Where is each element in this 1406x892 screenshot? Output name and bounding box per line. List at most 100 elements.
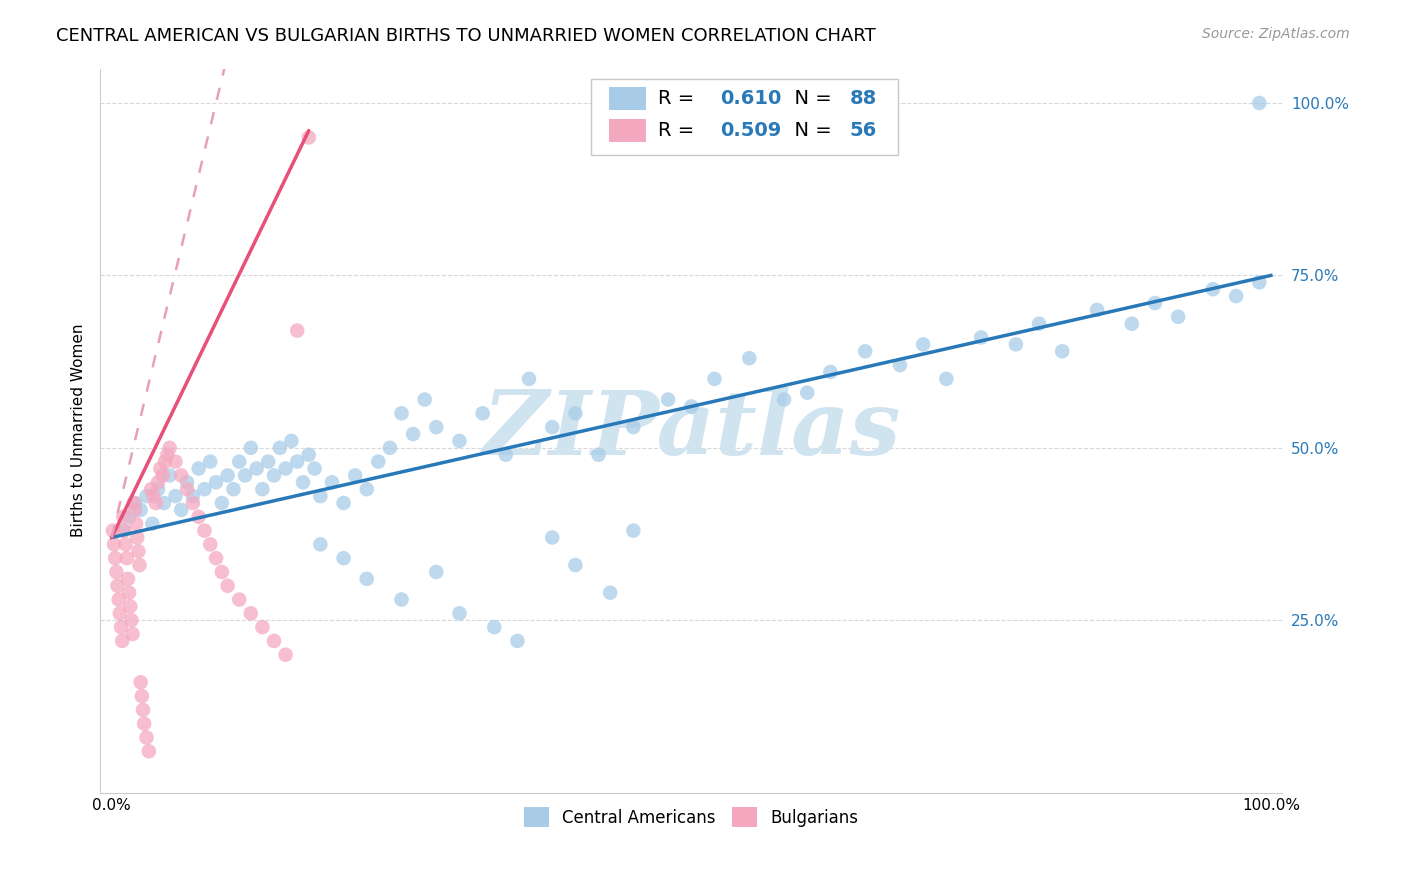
Point: [124, 503, 146, 517]
Point: [110, 620, 132, 634]
Point: [621, 524, 644, 538]
Point: [146, 482, 169, 496]
Point: [127, 544, 149, 558]
Text: CENTRAL AMERICAN VS BULGARIAN BIRTHS TO UNMARRIED WOMEN CORRELATION CHART: CENTRAL AMERICAN VS BULGARIAN BIRTHS TO …: [56, 27, 876, 45]
Point: [304, 461, 326, 475]
Text: 88: 88: [849, 88, 877, 108]
Point: [127, 531, 149, 545]
Point: [588, 448, 610, 462]
Point: [211, 565, 233, 579]
Point: [484, 620, 506, 634]
Point: [274, 461, 297, 475]
Point: [564, 558, 586, 572]
FancyBboxPatch shape: [609, 87, 647, 110]
Point: [1249, 275, 1271, 289]
Point: [449, 607, 471, 621]
Point: [391, 592, 413, 607]
Point: [176, 482, 198, 496]
Point: [153, 455, 176, 469]
Point: [135, 489, 157, 503]
Point: [211, 496, 233, 510]
Point: [681, 400, 703, 414]
Point: [193, 482, 215, 496]
Point: [853, 344, 876, 359]
Point: [285, 455, 308, 469]
Point: [280, 434, 302, 448]
FancyBboxPatch shape: [609, 119, 647, 142]
Point: [222, 482, 245, 496]
Point: [103, 537, 125, 551]
Point: [159, 441, 181, 455]
Point: [128, 558, 150, 572]
Point: [170, 468, 193, 483]
Point: [263, 468, 285, 483]
Point: [118, 585, 141, 599]
Point: [291, 475, 314, 490]
Point: [141, 516, 163, 531]
Text: Source: ZipAtlas.com: Source: ZipAtlas.com: [1202, 27, 1350, 41]
Point: [425, 420, 447, 434]
Y-axis label: Births to Unmarried Women: Births to Unmarried Women: [72, 324, 86, 537]
Point: [159, 468, 181, 483]
Point: [425, 565, 447, 579]
Point: [124, 496, 146, 510]
Point: [889, 358, 911, 372]
Point: [1143, 296, 1166, 310]
Point: [233, 468, 256, 483]
Point: [170, 503, 193, 517]
Point: [773, 392, 796, 407]
Point: [114, 537, 136, 551]
Point: [217, 468, 239, 483]
Point: [402, 427, 425, 442]
Point: [621, 420, 644, 434]
Point: [263, 634, 285, 648]
Point: [274, 648, 297, 662]
Point: [115, 551, 138, 566]
Point: [129, 675, 152, 690]
Point: [149, 461, 172, 475]
Point: [112, 509, 135, 524]
Point: [165, 489, 187, 503]
Point: [239, 607, 262, 621]
Point: [217, 579, 239, 593]
Point: [309, 537, 332, 551]
Point: [156, 448, 179, 462]
Point: [122, 496, 145, 510]
Point: [118, 509, 141, 524]
Point: [117, 572, 139, 586]
Text: N =: N =: [782, 120, 838, 140]
Point: [471, 406, 494, 420]
Point: [356, 482, 378, 496]
Point: [541, 531, 564, 545]
Point: [912, 337, 935, 351]
Point: [120, 599, 142, 614]
Point: [1052, 344, 1074, 359]
Text: R =: R =: [658, 88, 700, 108]
Point: [517, 372, 540, 386]
Point: [344, 468, 367, 483]
Point: [1202, 282, 1225, 296]
Point: [391, 406, 413, 420]
Point: [181, 496, 204, 510]
Legend: Central Americans, Bulgarians: Central Americans, Bulgarians: [516, 799, 868, 835]
Point: [367, 455, 389, 469]
Point: [820, 365, 842, 379]
Point: [111, 634, 134, 648]
Point: [132, 703, 155, 717]
Point: [1085, 302, 1108, 317]
Point: [112, 524, 135, 538]
Point: [413, 392, 436, 407]
Point: [131, 689, 153, 703]
Point: [252, 482, 274, 496]
Point: [449, 434, 471, 448]
Point: [129, 503, 152, 517]
Point: [125, 516, 148, 531]
Point: [252, 620, 274, 634]
Point: [332, 551, 354, 566]
Point: [105, 565, 128, 579]
Text: 0.610: 0.610: [720, 88, 782, 108]
Point: [181, 489, 204, 503]
Point: [599, 585, 621, 599]
Point: [321, 475, 343, 490]
Point: [1028, 317, 1050, 331]
